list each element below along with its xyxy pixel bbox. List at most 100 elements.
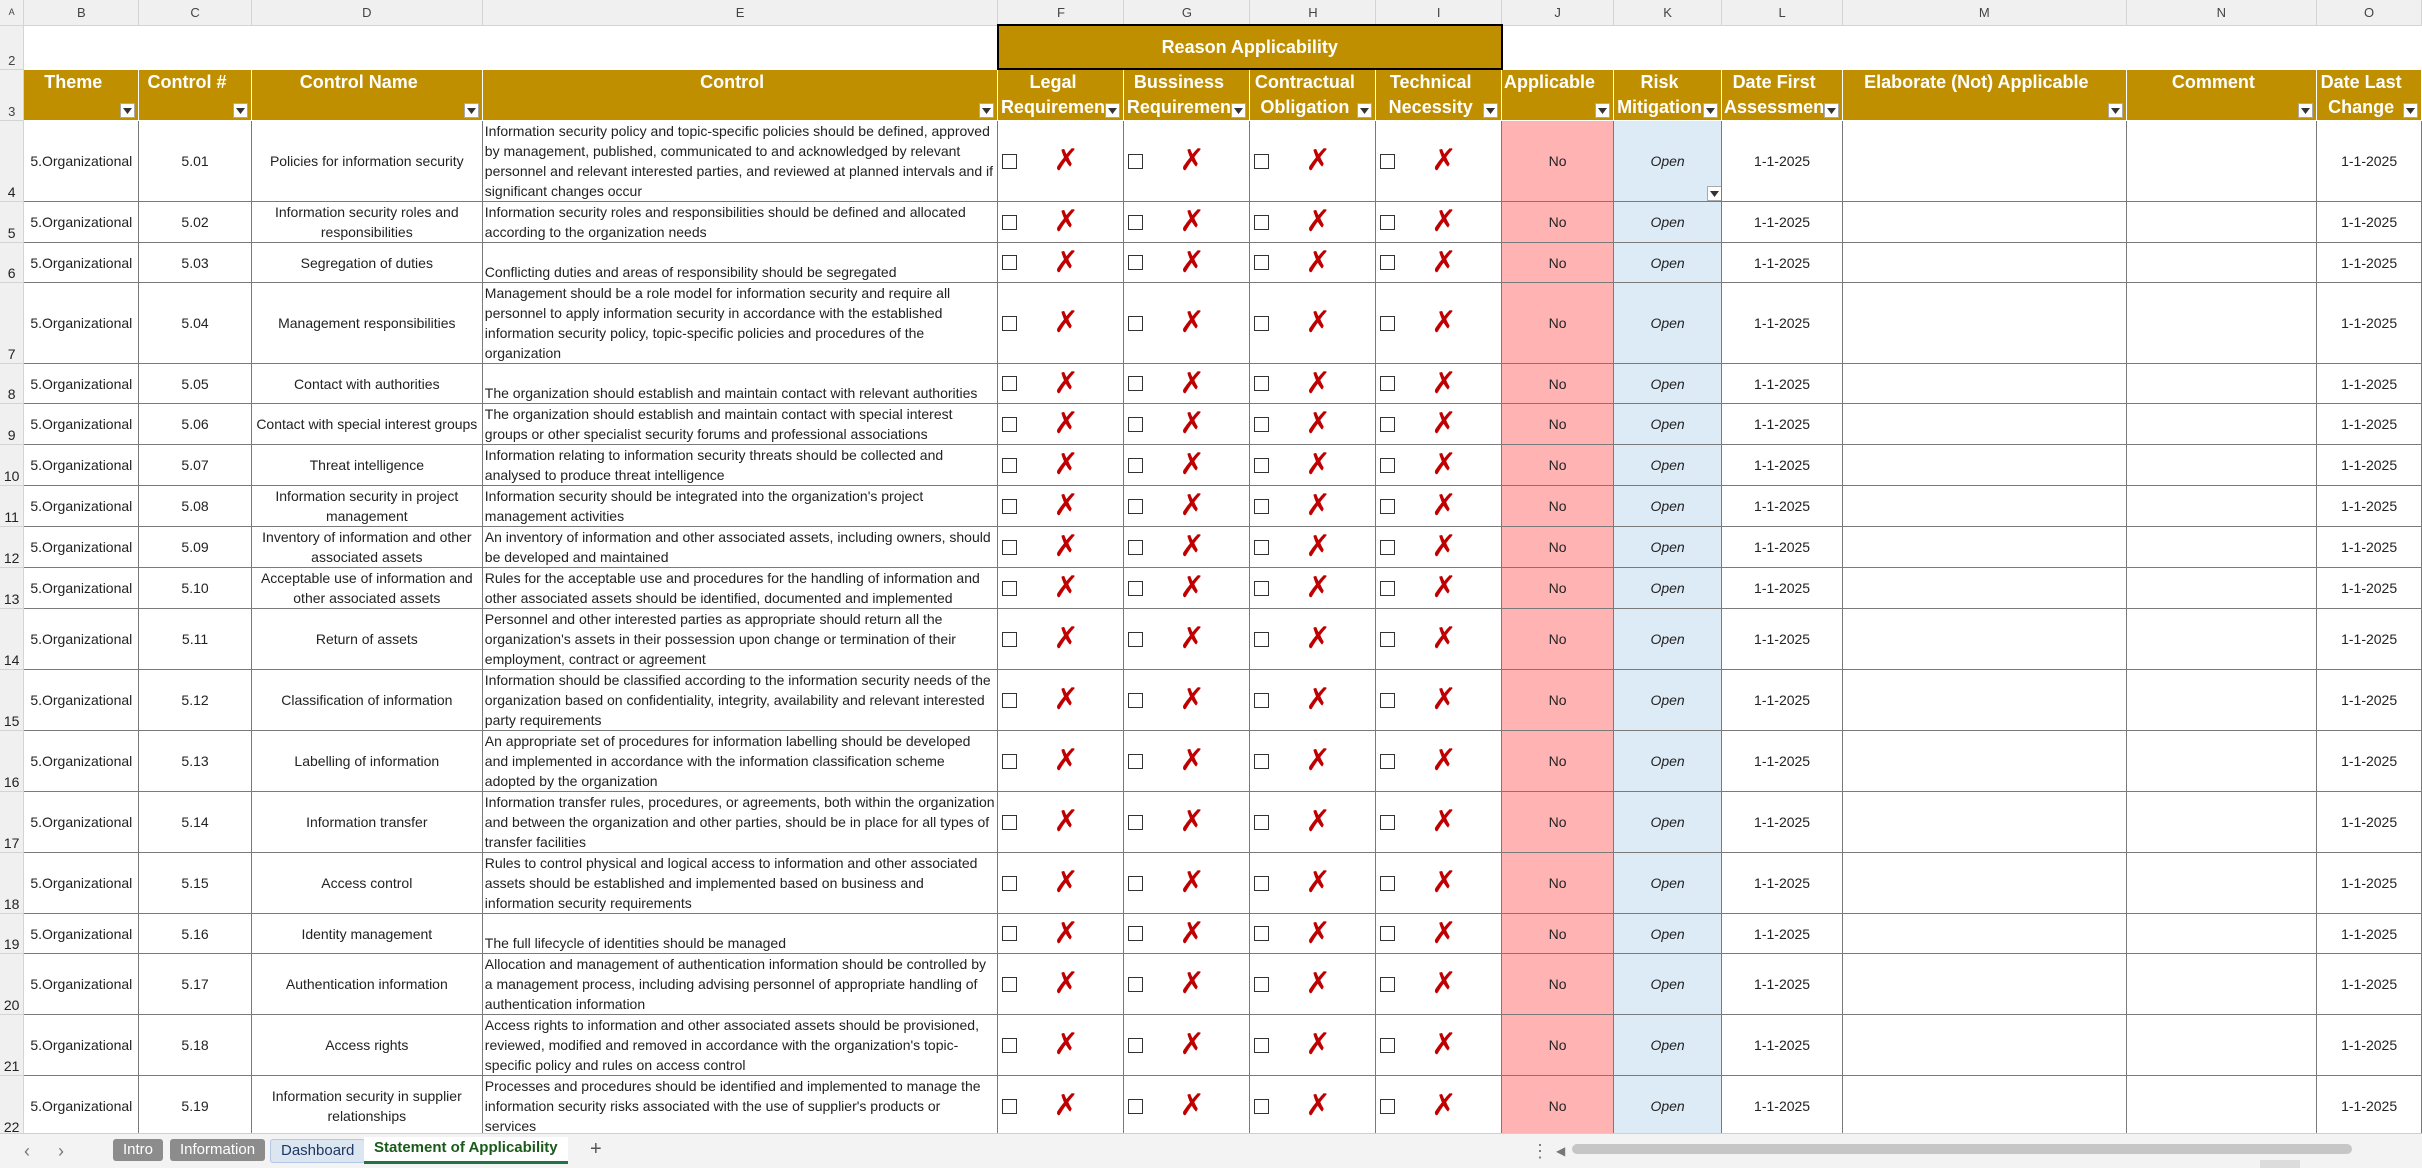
reason-technical-cell[interactable]: ✗ [1375,242,1503,283]
date-last-cell[interactable]: 1-1-2025 [2316,120,2422,202]
checkbox[interactable] [1128,1037,1144,1053]
date-first-cell[interactable]: 1-1-2025 [1721,791,1844,853]
checkbox[interactable] [1380,753,1396,769]
control-description-cell[interactable]: Information should be classified accordi… [481,669,999,731]
applicable-cell[interactable]: No [1501,567,1615,609]
control-description-cell[interactable]: Allocation and management of authenticat… [481,953,999,1015]
comment-cell[interactable] [2125,485,2318,527]
control-number-cell[interactable]: 5.03 [138,242,252,283]
applicable-cell[interactable]: No [1501,444,1615,486]
reason-business-cell[interactable]: ✗ [1123,526,1251,568]
control-description-cell[interactable]: Information relating to information secu… [481,444,999,486]
reason-legal-cell[interactable]: ✗ [997,363,1125,404]
checkbox[interactable] [1128,498,1144,514]
applicable-cell[interactable]: No [1501,852,1615,914]
row-number[interactable]: 22 [0,1075,25,1137]
row-number[interactable]: 17 [0,791,25,853]
reason-technical-cell[interactable]: ✗ [1375,1014,1503,1076]
applicable-cell[interactable]: No [1501,363,1615,404]
checkbox[interactable] [1254,875,1270,891]
checkbox[interactable] [1002,753,1018,769]
tab-intro[interactable]: Intro [113,1139,164,1161]
cell-empty[interactable] [1502,25,2422,69]
filter-dropdown-icon[interactable] [2298,103,2314,118]
date-last-cell[interactable]: 1-1-2025 [2316,363,2422,404]
filter-dropdown-icon[interactable] [232,103,248,118]
reason-business-cell[interactable]: ✗ [1123,567,1251,609]
reason-business-cell[interactable]: ✗ [1123,363,1251,404]
reason-contractual-cell[interactable]: ✗ [1249,852,1377,914]
theme-cell[interactable]: 5.Organizational [23,242,140,283]
checkbox[interactable] [1002,153,1018,169]
checkbox[interactable] [1128,416,1144,432]
reason-technical-cell[interactable]: ✗ [1375,526,1503,568]
filter-dropdown-icon[interactable] [1703,103,1719,118]
resize-handle[interactable] [2260,1160,2300,1168]
reason-business-cell[interactable]: ✗ [1123,444,1251,486]
date-last-cell[interactable]: 1-1-2025 [2316,485,2422,527]
reason-technical-cell[interactable]: ✗ [1375,852,1503,914]
control-description-cell[interactable]: Information security roles and responsib… [481,201,999,243]
row-number[interactable]: 4 [0,120,25,202]
comment-cell[interactable] [2125,567,2318,609]
reason-contractual-cell[interactable]: ✗ [1249,1075,1377,1137]
reason-contractual-cell[interactable]: ✗ [1249,120,1377,202]
control-description-cell[interactable]: An inventory of information and other as… [481,526,999,568]
reason-legal-cell[interactable]: ✗ [997,526,1125,568]
control-number-cell[interactable]: 5.02 [138,201,252,243]
column-letter[interactable]: F [997,0,1125,26]
elaborate-cell[interactable] [1842,444,2127,486]
elaborate-cell[interactable] [1842,567,2127,609]
theme-cell[interactable]: 5.Organizational [23,608,140,670]
reason-legal-cell[interactable]: ✗ [997,953,1125,1015]
date-first-cell[interactable]: 1-1-2025 [1721,201,1844,243]
reason-business-cell[interactable]: ✗ [1123,669,1251,731]
reason-technical-cell[interactable]: ✗ [1375,485,1503,527]
control-description-cell[interactable]: The organization should establish and ma… [481,403,999,445]
reason-contractual-cell[interactable]: ✗ [1249,1014,1377,1076]
control-description-cell[interactable]: Information security should be integrate… [481,485,999,527]
checkbox[interactable] [1380,539,1396,555]
theme-cell[interactable]: 5.Organizational [23,913,140,954]
checkbox[interactable] [1002,214,1018,230]
control-name-cell[interactable]: Information security roles and responsib… [250,201,483,243]
row-number[interactable]: 18 [0,852,25,914]
reason-business-cell[interactable]: ✗ [1123,201,1251,243]
reason-legal-cell[interactable]: ✗ [997,444,1125,486]
theme-cell[interactable]: 5.Organizational [23,1075,140,1137]
reason-contractual-cell[interactable]: ✗ [1249,913,1377,954]
theme-cell[interactable]: 5.Organizational [23,444,140,486]
comment-cell[interactable] [2125,1075,2318,1137]
control-name-cell[interactable]: Return of assets [250,608,483,670]
row-number[interactable]: 21 [0,1014,25,1076]
reason-legal-cell[interactable]: ✗ [997,1014,1125,1076]
checkbox[interactable] [1380,457,1396,473]
control-name-cell[interactable]: Policies for information security [250,120,483,202]
comment-cell[interactable] [2125,669,2318,731]
reason-legal-cell[interactable]: ✗ [997,730,1125,792]
cell-dropdown-icon[interactable] [1707,186,1721,201]
date-first-cell[interactable]: 1-1-2025 [1721,403,1844,445]
checkbox[interactable] [1380,376,1396,391]
date-first-cell[interactable]: 1-1-2025 [1721,953,1844,1015]
control-name-cell[interactable]: Access control [250,852,483,914]
applicable-cell[interactable]: No [1501,791,1615,853]
reason-legal-cell[interactable]: ✗ [997,282,1125,364]
control-number-cell[interactable]: 5.19 [138,1075,252,1137]
risk-mitigation-cell[interactable]: Open [1613,282,1723,364]
row-number[interactable]: 8 [0,363,25,404]
checkbox[interactable] [1002,926,1018,941]
reason-legal-cell[interactable]: ✗ [997,669,1125,731]
comment-cell[interactable] [2125,242,2318,283]
checkbox[interactable] [1002,498,1018,514]
reason-applicability-header[interactable]: Reason Applicability [996,24,1503,70]
checkbox[interactable] [1254,753,1270,769]
theme-cell[interactable]: 5.Organizational [23,730,140,792]
reason-business-cell[interactable]: ✗ [1123,242,1251,283]
control-name-cell[interactable]: Identity management [250,913,483,954]
checkbox[interactable] [1128,926,1144,941]
comment-cell[interactable] [2125,913,2318,954]
column-letter[interactable]: E [482,0,999,26]
reason-business-cell[interactable]: ✗ [1123,953,1251,1015]
control-name-cell[interactable]: Information security in supplier relatio… [250,1075,483,1137]
